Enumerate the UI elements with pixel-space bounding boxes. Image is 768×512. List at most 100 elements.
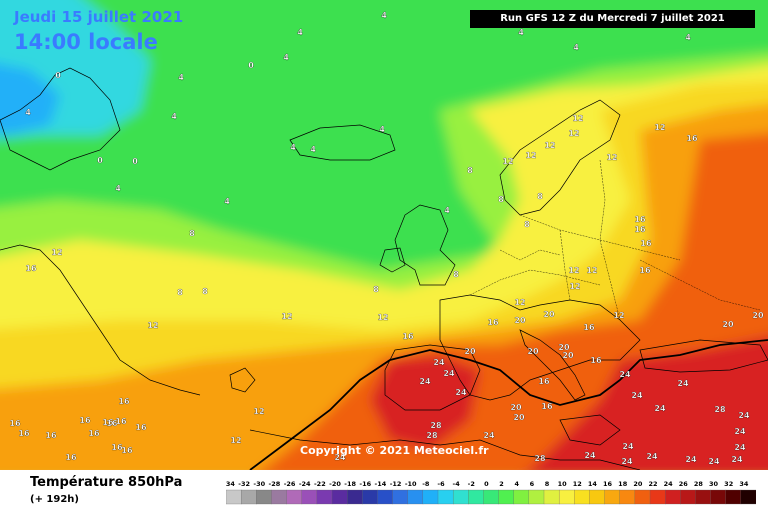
- legend-tick-12: -10: [405, 480, 417, 488]
- isotherm-label-39: 12: [514, 298, 525, 307]
- isotherm-label-40: 12: [281, 312, 292, 321]
- legend-tick-2: -30: [253, 480, 265, 488]
- isotherm-label-80: 24: [433, 358, 445, 367]
- isotherm-label-10: 4: [171, 112, 177, 121]
- isotherm-label-58: 16: [9, 419, 21, 428]
- legend-swatch-7: [331, 489, 348, 505]
- isotherm-label-77: 20: [752, 311, 764, 320]
- isotherm-label-56: 16: [541, 402, 553, 411]
- isotherm-label-99: 24: [677, 379, 689, 388]
- legend-swatch-1: [240, 489, 257, 505]
- legend-swatch-15: [452, 489, 469, 505]
- isotherm-label-95: 24: [731, 455, 743, 464]
- legend-swatch-6: [316, 489, 333, 505]
- legend-tick-33: 32: [724, 480, 733, 488]
- legend-tick-24: 14: [588, 480, 598, 488]
- legend-tick-27: 20: [633, 480, 643, 488]
- legend-tick-25: 16: [603, 480, 613, 488]
- isotherm-label-1: 4: [518, 28, 524, 37]
- legend-swatch-16: [468, 489, 484, 505]
- isotherm-label-22: 8: [189, 229, 195, 238]
- political-borders: [469, 159, 761, 321]
- legend-tick-10: -14: [375, 480, 387, 488]
- legend-tick-0: -34: [226, 480, 235, 488]
- legend-tick-23: 12: [573, 480, 582, 488]
- isotherm-label-60: 16: [45, 431, 57, 440]
- isotherm-label-9: 4: [25, 108, 31, 117]
- legend-swatch-9: [362, 489, 378, 505]
- isotherm-label-33: 12: [654, 123, 665, 132]
- color-scale-legend: -34-32-30-28-26-24-22-20-18-16-14-12-10-…: [226, 480, 756, 505]
- legend-tick-11: -12: [390, 480, 402, 488]
- forecast-offset: (+ 192h): [30, 494, 79, 505]
- isotherm-label-51: 16: [25, 264, 37, 273]
- isotherm-label-36: 12: [568, 266, 579, 275]
- legend-tick-19: 4: [514, 480, 519, 488]
- isotherm-label-12: 4: [290, 143, 296, 152]
- forecast-date: Jeudi 15 juillet 2021: [14, 8, 184, 26]
- isotherm-label-57: 16: [118, 397, 130, 406]
- isotherm-label-55: 16: [538, 377, 550, 386]
- isotherm-label-24: 8: [453, 270, 459, 279]
- legend-tick-28: 22: [648, 480, 657, 488]
- legend-tick-17: 0: [484, 480, 489, 488]
- legend-tick-4: -26: [284, 480, 296, 488]
- legend-swatch-30: [680, 489, 696, 505]
- isotherm-label-62: 16: [106, 419, 118, 428]
- legend-swatch-3: [271, 489, 288, 505]
- legend-swatch-2: [256, 489, 272, 505]
- field-blue: [0, 64, 60, 135]
- isotherm-label-78: 20: [510, 403, 522, 412]
- isotherm-label-45: 12: [230, 436, 241, 445]
- isotherm-label-11: 4: [379, 125, 385, 134]
- legend-swatch-32: [710, 489, 727, 505]
- isotherm-label-63: 16: [115, 417, 127, 426]
- isotherm-label-97: 24: [738, 411, 750, 420]
- isotherm-label-29: 12: [568, 129, 579, 138]
- isotherm-label-86: 24: [654, 404, 666, 413]
- isotherm-label-88: 24: [334, 453, 346, 462]
- isotherm-label-100: 28: [430, 421, 442, 430]
- model-run-banner: Run GFS 12 Z du Mercredi 7 juillet 2021: [470, 10, 755, 28]
- legend-swatch-25: [604, 489, 621, 505]
- isotherm-label-104: 16: [583, 323, 595, 332]
- legend-swatch-27: [634, 489, 651, 505]
- legend-tick-22: 10: [558, 480, 568, 488]
- temperature-field: [0, 0, 768, 470]
- legend-tick-7: -20: [329, 480, 341, 488]
- isotherm-label-47: 16: [634, 215, 646, 224]
- isotherm-label-52: 16: [487, 318, 499, 327]
- isotherm-label-69: 16: [79, 416, 91, 425]
- legend-tick-31: 28: [694, 480, 704, 488]
- legend-swatch-19: [513, 489, 530, 505]
- isotherm-label-2: 4: [573, 43, 579, 52]
- isotherm-label-35: 12: [51, 248, 62, 257]
- isotherm-label-64: 16: [102, 418, 114, 427]
- isotherm-label-13: 4: [310, 145, 316, 154]
- isotherm-label-61: 16: [88, 429, 100, 438]
- legend-tick-6: -22: [314, 480, 326, 488]
- isotherm-label-48: 16: [634, 225, 646, 234]
- isotherm-label-53: 16: [402, 332, 414, 341]
- isotherm-label-65: 16: [111, 443, 123, 452]
- isotherm-label-25: 8: [373, 285, 379, 294]
- isotherm-label-41: 12: [377, 313, 388, 322]
- isotherm-label-43: 12: [613, 311, 624, 320]
- isotherm-label-38: 12: [569, 282, 580, 291]
- legend-swatch-31: [695, 489, 712, 505]
- isotherm-label-37: 12: [586, 266, 597, 275]
- isotherm-label-7: 4: [178, 73, 184, 82]
- legend-swatch-26: [619, 489, 636, 505]
- isotherm-label-3: 4: [685, 33, 691, 42]
- isotherm-label-83: 24: [455, 388, 467, 397]
- isotherm-labels: 4 4 4 4 4 4 0 4 0 4 4 4 4 4 0 0 4 4 8 8 8 4 8 8 8 8 8 8 12 12 12 12 12 12…: [9, 11, 764, 466]
- legend-swatch-13: [422, 489, 439, 505]
- isotherm-label-66: 16: [121, 446, 133, 455]
- isotherm-label-74: 20: [558, 343, 570, 352]
- field-red: [530, 336, 768, 470]
- legend-swatch-14: [437, 489, 454, 505]
- legend-swatch-23: [574, 489, 590, 505]
- isotherm-label-0: 4: [381, 11, 387, 20]
- legend-swatch-8: [346, 489, 363, 505]
- isotherm-label-21: 4: [444, 206, 450, 215]
